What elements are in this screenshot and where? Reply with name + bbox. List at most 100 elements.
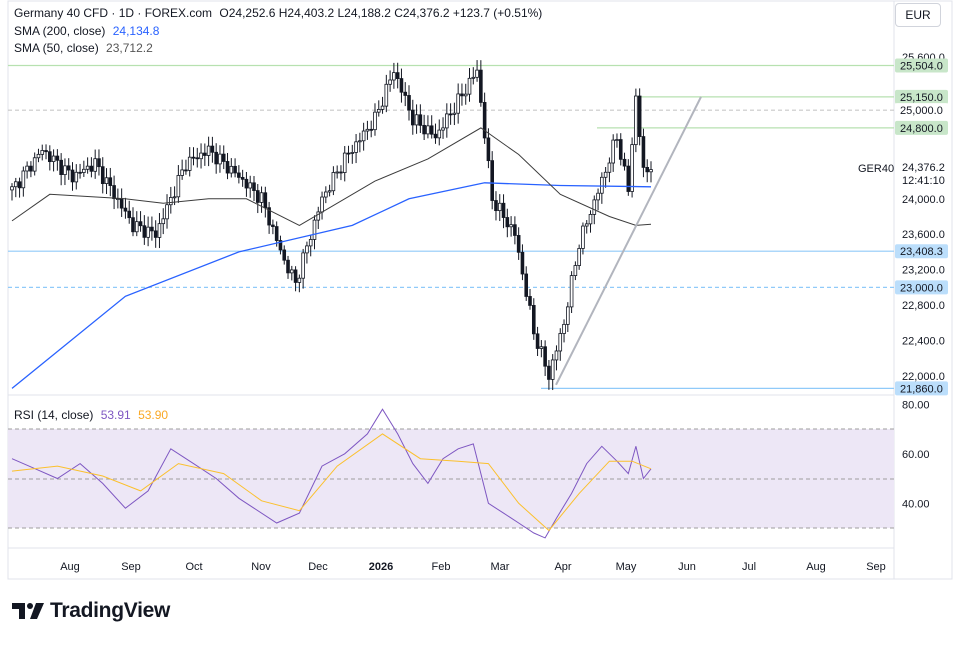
level-tag-bg-0 (895, 58, 948, 73)
rsi-ma-value: 53.90 (138, 408, 169, 422)
rsi-ma-line (11, 433, 652, 532)
candle-body (456, 93, 460, 114)
candle-body (618, 139, 623, 160)
candle-body (528, 296, 532, 306)
candle-body (384, 83, 389, 107)
trendline[interactable] (555, 96, 702, 386)
candle-body (395, 72, 400, 79)
time-tick: Jul (742, 561, 756, 573)
candle-body (414, 114, 419, 126)
time-tick: Jun (678, 561, 696, 573)
candle-body (66, 165, 71, 171)
candle-body (350, 152, 355, 154)
rsi-legend[interactable]: RSI (14, close) 53.91 53.90 (14, 408, 168, 422)
level-tag-5: 23,000.0 (900, 282, 943, 294)
time-tick: Aug (806, 561, 826, 573)
candle-body (172, 196, 177, 199)
candle-body (581, 225, 585, 249)
sma200-label: SMA (200, close) (14, 24, 106, 38)
candle-body (150, 226, 154, 232)
candle-body (596, 192, 600, 201)
rsi-tick: 40.00 (902, 498, 930, 510)
tradingview-logo-icon (12, 603, 44, 619)
last-price-label: 24,376.2 (902, 162, 945, 174)
candle-body (497, 202, 502, 212)
currency-button[interactable]: EUR (895, 3, 941, 27)
candle-body (199, 152, 203, 160)
candle-body (305, 245, 309, 254)
countdown-label: 12:41:10 (902, 175, 945, 187)
candle-body (524, 273, 529, 297)
candle-body (331, 172, 336, 192)
candle-body (267, 207, 271, 226)
candle-body (577, 248, 581, 266)
candle-body (112, 185, 116, 200)
candle-body (301, 252, 305, 279)
candle-body (48, 151, 52, 163)
candle-body (448, 113, 453, 116)
candle-body (324, 191, 328, 198)
time-tick: Sep (121, 561, 141, 573)
candle-body (55, 155, 60, 161)
candle-body (566, 306, 570, 325)
sma200-legend[interactable]: SMA (200, close) 24,134.8 (14, 24, 159, 38)
candle-body (161, 218, 166, 225)
sma50-legend[interactable]: SMA (50, close) 23,712.2 (14, 41, 153, 55)
candle-body (21, 170, 26, 189)
candle-body (282, 249, 287, 261)
candle-body (637, 95, 642, 137)
candle-body (463, 93, 468, 97)
candle-body (142, 225, 147, 238)
candle-body (157, 223, 162, 238)
candle-body (214, 151, 218, 165)
symbol-name[interactable]: Germany 40 CFD · 1D · FOREX.com (14, 6, 213, 20)
candle-body (373, 111, 377, 131)
candle-body (195, 157, 200, 160)
candle-body (13, 181, 18, 188)
candle-body (165, 204, 169, 220)
level-tag-4: 23,408.3 (900, 246, 943, 258)
candle-body (588, 214, 593, 225)
candle-body (501, 202, 506, 218)
level-tag-bg-2 (895, 103, 948, 118)
candle-body (252, 182, 256, 191)
candle-body (441, 127, 445, 131)
rsi-tick: 60.00 (902, 449, 930, 461)
candle-body (407, 95, 411, 111)
level-tag-2: 25,000.0 (900, 105, 943, 117)
candle-body (554, 350, 559, 361)
price-tick: 23,600.0 (902, 229, 945, 241)
candle-body (85, 165, 90, 170)
sma200-value: 24,134.8 (112, 24, 160, 38)
candle-body (626, 165, 631, 192)
candle-body (51, 155, 56, 163)
time-tick: Sep (866, 561, 886, 573)
candle-body (354, 141, 358, 153)
candle-body (445, 113, 449, 129)
level-tag-6: 21,860.0 (900, 383, 943, 395)
candle-body (138, 221, 143, 227)
candle-body (376, 108, 381, 113)
candle-body (486, 137, 491, 162)
candle-body (641, 136, 646, 168)
candle-body (100, 166, 105, 184)
symbol-header: Germany 40 CFD · 1D · FOREX.com O24,252.… (14, 6, 542, 20)
candle-body (10, 186, 14, 191)
candle-body (365, 128, 370, 132)
candle-body (237, 172, 241, 178)
level-tag-3: 24,800.0 (900, 123, 943, 135)
time-tick: Dec (308, 561, 328, 573)
candle-body (437, 129, 442, 139)
candle-body (297, 277, 302, 283)
candle-body (388, 79, 392, 85)
candle-body (259, 192, 264, 203)
candle-body (573, 265, 578, 277)
time-tick: May (616, 561, 637, 573)
tradingview-logo[interactable]: TradingView (12, 599, 170, 623)
candle-body (225, 161, 230, 174)
candle-body (233, 165, 237, 174)
candle-body (562, 323, 566, 334)
candle-body (342, 152, 347, 173)
candle-body (74, 171, 79, 183)
